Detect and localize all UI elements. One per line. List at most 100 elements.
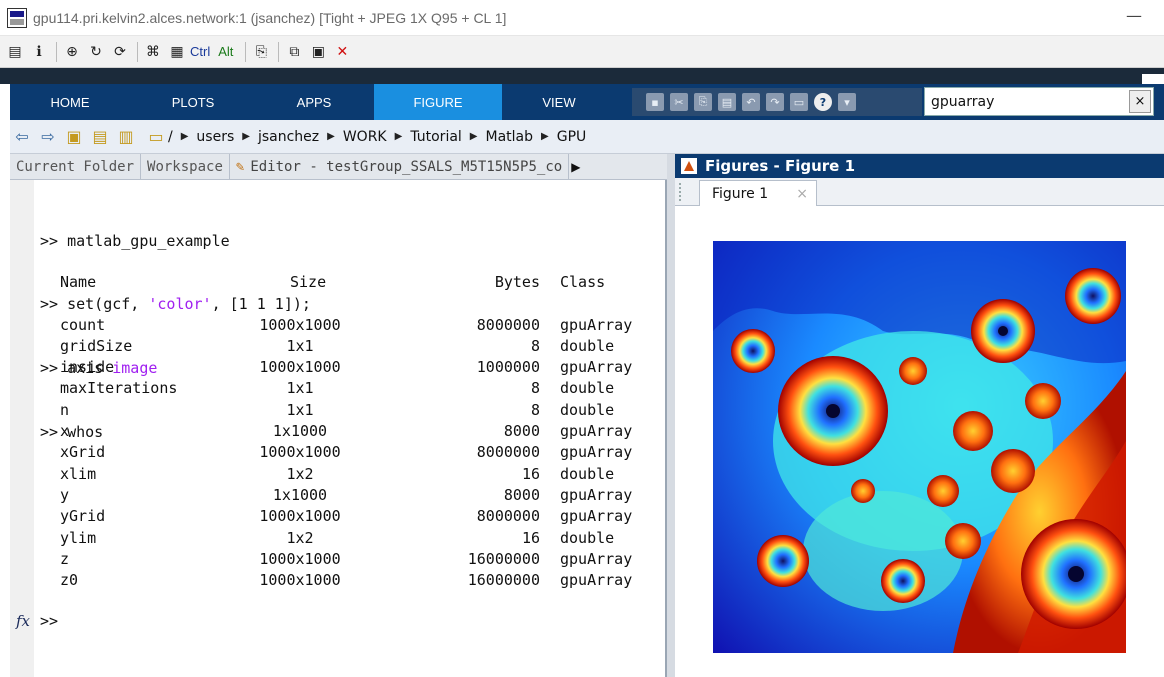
- request-refresh-icon[interactable]: ⟳: [114, 43, 126, 60]
- new-connection-icon[interactable]: ⧉: [289, 43, 300, 60]
- tab-plots[interactable]: PLOTS: [171, 94, 215, 110]
- string-literal: 'color': [148, 295, 212, 314]
- breadcrumb-work[interactable]: WORK: [342, 128, 387, 145]
- variable-name: y: [60, 485, 70, 504]
- desktop-notch: [1142, 74, 1164, 84]
- connection-info-icon[interactable]: ℹ: [36, 43, 42, 60]
- forward-arrow-icon[interactable]: ⇨: [41, 127, 55, 146]
- command-line: >> set(gcf, 'color', [1 1 1]);: [40, 294, 311, 315]
- search-documentation-input[interactable]: gpuarray ×: [924, 87, 1154, 116]
- desktop-strip: [0, 68, 1164, 84]
- breadcrumb-gpu[interactable]: GPU: [556, 128, 587, 145]
- figure-tab-strip: Figure 1 ×: [675, 178, 1164, 207]
- variable-class: gpuArray: [560, 549, 633, 568]
- command-text: matlab_gpu_example: [67, 231, 230, 250]
- breadcrumb: ▭ / ▶ users ▶ jsanchez ▶ WORK ▶ Tutorial…: [146, 127, 586, 147]
- drag-handle-icon[interactable]: [679, 183, 682, 201]
- breadcrumb-users[interactable]: users: [196, 128, 235, 145]
- variable-name: yGrid: [60, 507, 106, 526]
- copy-icon[interactable]: ⎘: [694, 93, 712, 111]
- minimize-button[interactable]: —: [1126, 6, 1142, 25]
- header-size: Size: [290, 273, 327, 291]
- tab-figure-1[interactable]: Figure 1 ×: [699, 180, 817, 207]
- breadcrumb-separator: ▶: [394, 131, 403, 142]
- disconnect-icon[interactable]: ✕: [336, 43, 349, 60]
- paste-icon[interactable]: ▤: [718, 93, 736, 111]
- variable-name: n: [60, 400, 70, 419]
- toolbar-divider: [137, 41, 138, 62]
- vnc-logo-icon: [7, 7, 27, 28]
- header-name: Name: [60, 273, 97, 291]
- variable-size: 1000x1000: [259, 315, 341, 334]
- variable-size: 1x1: [286, 336, 314, 355]
- switch-windows-icon[interactable]: ▭: [790, 93, 808, 111]
- variable-bytes: 16000000: [467, 571, 540, 590]
- up-folder-icon[interactable]: ▣: [66, 127, 82, 146]
- connection-options-icon[interactable]: ▤: [8, 43, 22, 60]
- tab-editor[interactable]: ✎ Editor - testGroup_SSALS_M5T15N5P5_co: [230, 153, 570, 180]
- ctrl-alt-del-icon[interactable]: ⌘: [146, 43, 160, 60]
- folder-history-icon[interactable]: ▥: [118, 127, 134, 146]
- variable-class: gpuArray: [560, 358, 633, 377]
- editor-pencil-icon: ✎: [235, 158, 245, 175]
- tab-view[interactable]: VIEW: [542, 94, 576, 110]
- left-panel-tabs: Current Folder Workspace ✎ Editor - test…: [10, 153, 667, 180]
- breadcrumb-matlab[interactable]: Matlab: [485, 128, 534, 145]
- browse-folder-icon[interactable]: ▤: [92, 127, 108, 146]
- more-tabs-arrow-icon[interactable]: ▶: [571, 159, 581, 174]
- breadcrumb-separator: ▶: [242, 131, 250, 142]
- refresh-icon[interactable]: ↻: [90, 43, 102, 60]
- command-prompt-input[interactable]: >>: [40, 612, 59, 630]
- breadcrumb-root[interactable]: /: [168, 128, 173, 145]
- command-text: set(gcf,: [67, 295, 149, 314]
- redo-icon[interactable]: ↷: [766, 93, 784, 111]
- panel-splitter[interactable]: [667, 154, 675, 677]
- tab-home[interactable]: HOME: [50, 94, 90, 110]
- matlab-logo-icon: [681, 158, 697, 174]
- variable-bytes: 8: [530, 400, 540, 419]
- command-window[interactable]: >> matlab_gpu_example >> set(gcf, 'color…: [10, 180, 667, 677]
- variable-name: inside: [60, 358, 115, 377]
- header-bytes: Bytes: [494, 273, 540, 291]
- save-icon[interactable]: ▣: [311, 43, 325, 60]
- save-icon[interactable]: ▪: [646, 93, 664, 111]
- search-value: gpuarray: [931, 93, 995, 110]
- keyword-argument: image: [112, 359, 158, 378]
- close-figure-tab-icon[interactable]: ×: [796, 186, 808, 202]
- variable-bytes: 8000000: [476, 507, 540, 526]
- tab-figure[interactable]: FIGURE: [374, 84, 502, 120]
- variable-bytes: 8: [530, 336, 540, 355]
- variable-bytes: 8: [530, 379, 540, 398]
- variable-class: gpuArray: [560, 507, 633, 526]
- variable-bytes: 8000000: [476, 315, 540, 334]
- tab-workspace[interactable]: Workspace: [141, 153, 230, 180]
- clear-search-button[interactable]: ×: [1129, 90, 1151, 113]
- back-arrow-icon[interactable]: ⇦: [15, 127, 29, 146]
- variable-class: gpuArray: [560, 485, 633, 504]
- variable-bytes: 8000: [503, 422, 540, 441]
- prompt: >>: [40, 295, 59, 314]
- dropdown-icon[interactable]: ▾: [838, 93, 856, 111]
- alt-key-button[interactable]: Alt: [218, 44, 234, 59]
- breadcrumb-jsanchez[interactable]: jsanchez: [257, 128, 320, 145]
- cut-icon[interactable]: ✂: [670, 93, 688, 111]
- breadcrumb-tutorial[interactable]: Tutorial: [410, 128, 462, 145]
- tab-apps[interactable]: APPS: [296, 94, 332, 110]
- variable-class: double: [560, 464, 615, 483]
- variable-class: double: [560, 379, 615, 398]
- full-screen-icon[interactable]: ⊕: [66, 43, 78, 60]
- command-text: whos: [67, 423, 104, 442]
- editor-tab-label: Editor - testGroup_SSALS_M5T15N5P5_co: [250, 158, 563, 175]
- prompt: >>: [40, 231, 59, 250]
- command-line: >> matlab_gpu_example: [40, 231, 311, 252]
- function-browser-icon[interactable]: fx: [16, 612, 31, 630]
- ctrl-key-button[interactable]: Ctrl: [190, 44, 211, 59]
- variable-size: 1x1: [286, 379, 314, 398]
- help-icon[interactable]: ?: [814, 93, 832, 111]
- undo-icon[interactable]: ↶: [742, 93, 760, 111]
- variable-name: z0: [60, 571, 79, 590]
- clipboard-icon[interactable]: ⎘: [255, 43, 267, 60]
- tab-current-folder[interactable]: Current Folder: [10, 153, 142, 180]
- variable-size: 1000x1000: [259, 549, 341, 568]
- keyboard-icon[interactable]: ▦: [170, 43, 184, 60]
